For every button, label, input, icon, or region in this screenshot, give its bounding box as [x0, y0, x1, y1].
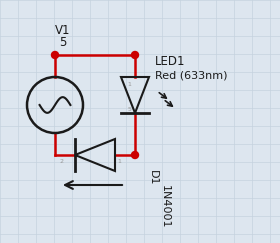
Text: 1: 1 [127, 81, 131, 87]
Text: Red (633nm): Red (633nm) [155, 70, 227, 80]
Text: LED1: LED1 [155, 55, 185, 68]
Text: 1N4001: 1N4001 [160, 185, 170, 228]
Text: D1: D1 [148, 170, 158, 185]
Text: 2: 2 [60, 158, 64, 164]
Text: 5: 5 [127, 106, 131, 112]
Circle shape [132, 151, 139, 158]
Text: 5: 5 [59, 36, 67, 49]
Text: V1: V1 [55, 24, 71, 37]
Circle shape [52, 52, 59, 59]
Circle shape [132, 52, 139, 59]
Text: 1: 1 [117, 158, 121, 164]
